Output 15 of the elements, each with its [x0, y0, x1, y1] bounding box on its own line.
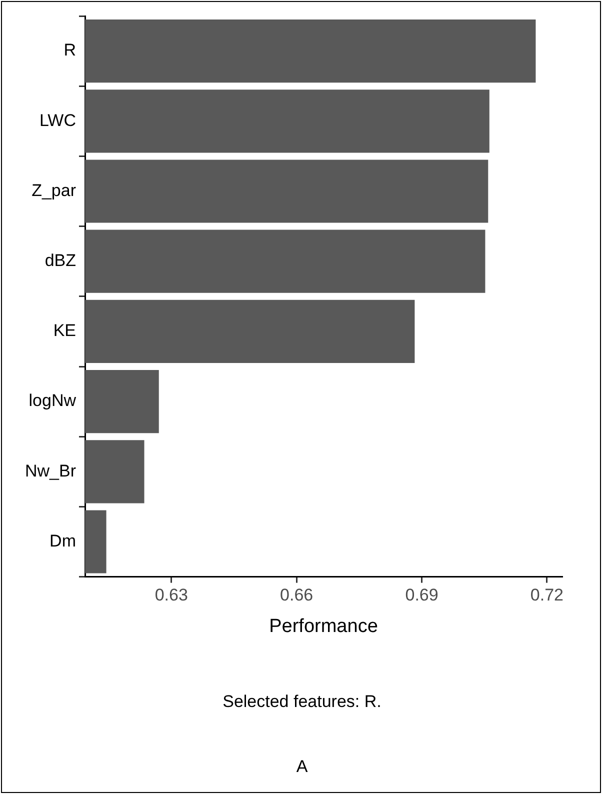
- y-tick-label: KE: [53, 321, 76, 340]
- y-tick-label: logNw: [28, 391, 77, 410]
- y-tick-label: dBZ: [44, 251, 76, 270]
- y-tick-label: LWC: [39, 110, 76, 130]
- x-tick-label: 0.69: [405, 586, 438, 605]
- x-tick-label: 0.72: [530, 586, 564, 605]
- text: Selected features: R.: [222, 692, 382, 712]
- x-axis-title: Performance: [269, 616, 378, 637]
- x-tick-label: 0.66: [280, 586, 314, 605]
- x-tick-label: 0.63: [154, 586, 188, 605]
- y-tick-label: R: [64, 40, 76, 60]
- y-tick-label: Nw_Br: [24, 461, 76, 480]
- y-tick-label: Dm: [50, 531, 76, 550]
- text: A: [295, 757, 309, 777]
- y-tick-label: Z_par: [32, 180, 76, 200]
